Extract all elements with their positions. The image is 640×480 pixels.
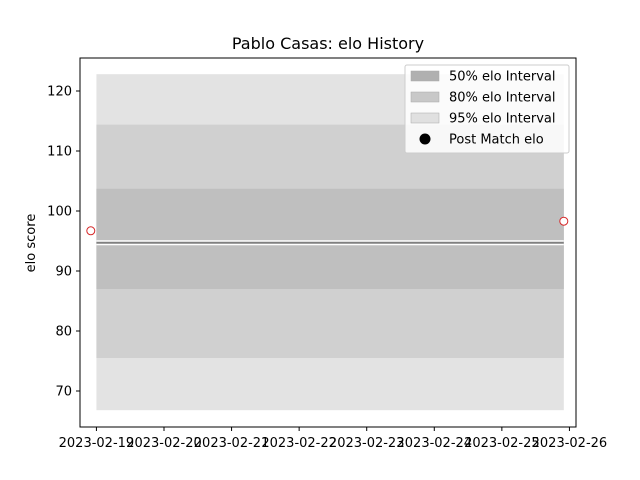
y-tick-label: 120 [47,85,72,100]
plot-frame [79,57,577,428]
chart-title: Pablo Casas: elo History [232,34,424,53]
legend-label: Post Match elo [449,133,544,148]
x-tick-label: 2023-02-26 [532,436,608,451]
post-match-point [559,216,569,226]
y-tick-label: 110 [47,145,72,160]
x-tick-label: 2023-02-25 [464,436,540,451]
x-tick-label: 2023-02-24 [397,436,473,451]
axes: 7080901001101202023-02-192023-02-202023-… [47,57,608,451]
legend-label: 95% elo Interval [449,112,556,127]
band-2 [96,188,564,289]
legend-box [404,64,570,154]
x-tick-label: 2023-02-21 [194,436,270,451]
y-tick-label: 100 [47,205,72,220]
y-axis-label: elo score [24,214,39,273]
legend-swatch [410,91,440,103]
x-tick-label: 2023-02-22 [261,436,337,451]
x-tick-label: 2023-02-20 [126,436,202,451]
y-tick-label: 90 [55,265,72,280]
legend: 50% elo Interval 80% elo Interval 95% elo … [404,64,570,154]
post-match-point [86,226,96,236]
x-tick-label: 2023-02-19 [59,436,135,451]
legend-label: 80% elo Interval [449,91,556,106]
legend-swatch [410,112,440,124]
legend-swatch [410,70,440,82]
y-tick-label: 70 [55,385,72,400]
series-lines [86,216,569,246]
x-tick-label: 2023-02-23 [329,436,405,451]
legend-marker [419,133,431,145]
y-tick-label: 80 [55,325,72,340]
legend-label: 50% elo Interval [449,70,556,85]
